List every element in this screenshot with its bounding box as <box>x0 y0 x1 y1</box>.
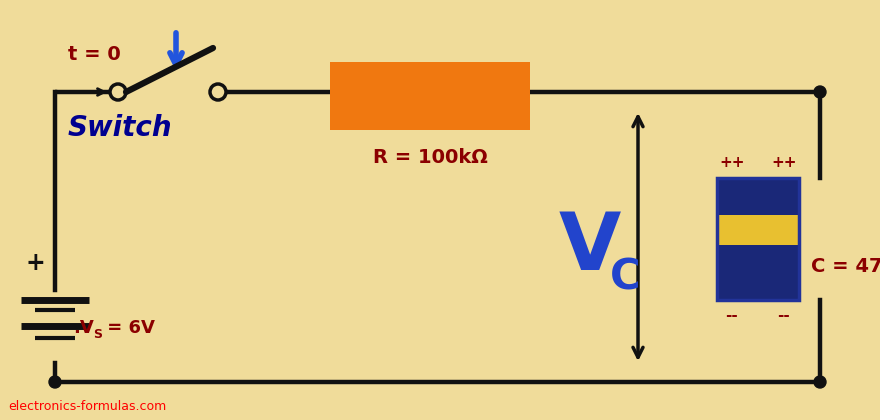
Circle shape <box>49 376 61 388</box>
Text: = 6V: = 6V <box>101 319 155 337</box>
Text: S: S <box>93 328 102 341</box>
Bar <box>717 178 799 215</box>
Text: C = 470uF: C = 470uF <box>811 257 880 276</box>
Circle shape <box>814 86 826 98</box>
Text: +: + <box>26 251 45 275</box>
Bar <box>717 215 799 245</box>
Text: ++: ++ <box>719 155 744 170</box>
Text: V: V <box>559 209 621 287</box>
Text: C: C <box>610 257 641 299</box>
Text: --: -- <box>726 308 738 323</box>
Text: Switch: Switch <box>68 114 172 142</box>
Text: t = 0: t = 0 <box>68 45 121 65</box>
Text: .V: .V <box>73 319 94 337</box>
Circle shape <box>814 376 826 388</box>
Text: ++: ++ <box>771 155 796 170</box>
Text: R = 100kΩ: R = 100kΩ <box>372 148 488 167</box>
Bar <box>717 245 799 300</box>
Text: --: -- <box>778 308 790 323</box>
Bar <box>330 62 530 130</box>
Bar <box>717 178 799 300</box>
Text: electronics-formulas.com: electronics-formulas.com <box>8 400 166 413</box>
